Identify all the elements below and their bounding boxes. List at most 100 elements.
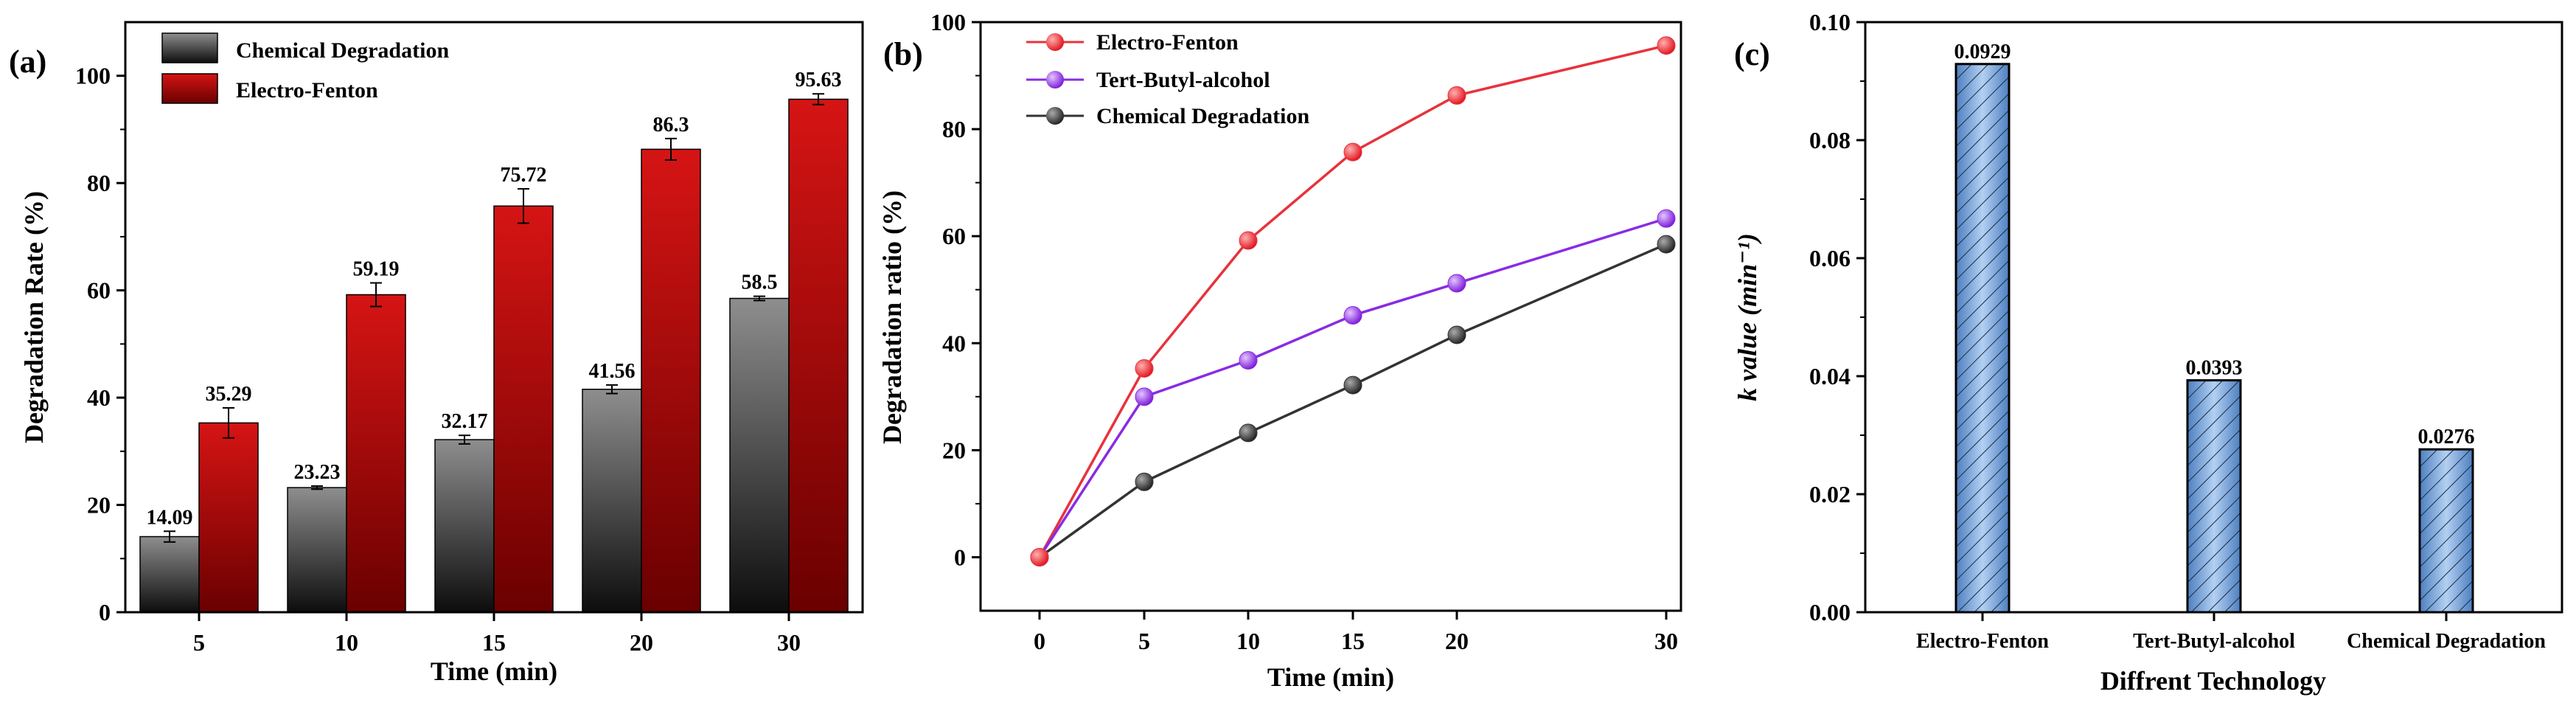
y-tick-label-20: 20: [87, 492, 111, 519]
legend-marker-chemical-degradation: [1046, 107, 1064, 125]
bar-electro-fenton-10: [346, 294, 406, 613]
point-electro-fenton-10: [1239, 231, 1258, 250]
bar-electro-fenton-15: [493, 205, 554, 613]
y-tick-label-c-0.04: 0.04: [1809, 363, 1851, 389]
point-chemical-degradation-30: [1657, 235, 1676, 254]
panel-a-x-axis-title: Time (min): [431, 656, 557, 686]
y-tick-label-b-0: 0: [954, 544, 966, 570]
series-line-chemical-degradation: [1038, 243, 1667, 558]
panel-a-frame: [124, 21, 864, 614]
x-tick-label-b-10: 10: [1236, 628, 1260, 654]
panel-a-label: (a): [9, 44, 46, 80]
legend-marker-electro-fenton: [1046, 33, 1064, 51]
y-tick-label-b-40: 40: [942, 330, 966, 356]
x-tick-label-b-5: 5: [1138, 628, 1150, 654]
panel-a-y-axis-title: Degradation Rate (%): [19, 191, 49, 443]
data-label-electro-fenton-15: 75.72: [501, 164, 547, 187]
panel-b-y-axis-title: Degradation ratio (%): [877, 190, 907, 444]
panel-a-chart: (a) 14.09 35.29 23.23 59.19 32.17 75.72 41.56 8…: [9, 21, 864, 686]
x-tick-label-c-tert-butyl-alcohol: Tert-Butyl-alcohol: [2133, 630, 2295, 653]
data-label-k-electro-fenton: 0.0929: [1954, 41, 2011, 63]
series-line-electro-fenton: [1038, 44, 1667, 558]
data-label-electro-fenton-5: 35.29: [206, 383, 252, 406]
bar-chemical-degradation-30: [729, 297, 790, 613]
bar-hatch-chemical-degradation: [2418, 448, 2474, 614]
y-tick-label-b-60: 60: [942, 223, 966, 249]
legend-label-electro-fenton-b: Electro-Fenton: [1096, 30, 1239, 55]
x-tick-label-b-0: 0: [1034, 628, 1045, 654]
y-tick-label-60: 60: [87, 277, 111, 304]
series-line-tert-butyl-alcohol: [1038, 217, 1667, 558]
bar-electro-fenton-5: [198, 422, 259, 613]
y-tick-label-c-0.08: 0.08: [1809, 127, 1851, 153]
y-tick-label-100: 100: [75, 63, 111, 89]
point-electro-fenton-20: [1447, 86, 1466, 105]
legend-label-chemical-degradation-b: Chemical Degradation: [1096, 104, 1309, 128]
data-label-electro-fenton-30: 95.63: [796, 69, 842, 91]
x-tick-label-c-chemical-degradation: Chemical Degradation: [2347, 630, 2546, 653]
legend-swatch-electro-fenton: [161, 73, 218, 104]
panel-c-frame: [1864, 21, 2563, 614]
data-label-chemical-degradation-20: 41.56: [589, 360, 636, 383]
panel-b-label: (b): [883, 36, 923, 72]
legend-marker-tert-butyl-alcohol: [1046, 71, 1064, 89]
x-tick-label-20: 20: [630, 629, 653, 656]
point-chemical-degradation-20: [1447, 325, 1466, 344]
x-tick-label-5: 5: [193, 629, 205, 656]
panel-c-x-axis-title: Diffrent Technology: [2100, 666, 2326, 696]
legend-label-tert-butyl-alcohol: Tert-Butyl-alcohol: [1096, 68, 1270, 92]
point-tert-butyl-alcohol-30: [1657, 209, 1676, 228]
panel-c-chart: (c) 0.0929 0.0393 0.0276 Electro-Fenton Ter…: [1733, 9, 2563, 696]
point-tert-butyl-alcohol-15: [1343, 306, 1362, 325]
panel-c-label: (c): [1734, 36, 1770, 72]
data-label-k-chemical-degradation: 0.0276: [2418, 426, 2475, 448]
legend-label-chemical-degradation: Chemical Degradation: [236, 38, 449, 63]
x-tick-label-10: 10: [335, 629, 358, 656]
y-tick-label-c-0.02: 0.02: [1809, 481, 1851, 507]
bar-chemical-degradation-10: [287, 487, 347, 613]
point-chemical-degradation-10: [1239, 423, 1258, 443]
data-label-chemical-degradation-5: 14.09: [147, 506, 193, 529]
x-tick-label-15: 15: [482, 629, 506, 656]
y-tick-label-80: 80: [87, 170, 111, 196]
x-tick-label-30: 30: [777, 629, 801, 656]
point-electro-fenton-15: [1343, 142, 1362, 162]
point-tert-butyl-alcohol-20: [1447, 274, 1466, 293]
panel-a-legend: Chemical Degradation Electro-Fenton: [161, 32, 449, 104]
panel-b-x-axis-title: Time (min): [1267, 662, 1394, 692]
point-chemical-degradation-15: [1343, 375, 1362, 395]
bar-electro-fenton-20: [641, 148, 701, 613]
bar-chemical-degradation-15: [434, 439, 495, 613]
data-label-chemical-degradation-10: 23.23: [294, 461, 341, 484]
point-electro-fenton-0: [1030, 547, 1049, 566]
x-tick-label-b-20: 20: [1445, 628, 1469, 654]
legend-label-electro-fenton: Electro-Fenton: [236, 78, 378, 103]
data-label-chemical-degradation-15: 32.17: [442, 410, 488, 433]
panel-c-y-axis-title: k value (min⁻¹): [1733, 233, 1762, 401]
y-tick-label-b-100: 100: [930, 9, 966, 35]
legend-swatch-chemical-degradation: [161, 32, 218, 63]
y-tick-label-b-80: 80: [942, 116, 966, 142]
bar-chemical-degradation-5: [139, 536, 200, 613]
data-label-k-tert-butyl-alcohol: 0.0393: [2186, 357, 2243, 380]
y-tick-label-b-20: 20: [942, 437, 966, 463]
bar-electro-fenton-30: [788, 98, 849, 613]
data-label-electro-fenton-10: 59.19: [353, 258, 400, 281]
point-tert-butyl-alcohol-5: [1135, 387, 1154, 406]
panel-b-chart: (b) 0 5 10 15 20 30 0 20 40 60 80 100 Degradation r…: [877, 9, 1682, 692]
y-tick-label-c-0.06: 0.06: [1809, 245, 1851, 271]
bar-hatch-electro-fenton: [1954, 63, 2011, 614]
x-tick-label-b-15: 15: [1341, 628, 1365, 654]
data-label-electro-fenton-20: 86.3: [653, 114, 689, 136]
point-tert-butyl-alcohol-10: [1239, 350, 1258, 370]
y-tick-label-40: 40: [87, 384, 111, 411]
y-tick-label-c-0.00: 0.00: [1809, 599, 1851, 625]
panel-b-legend: Electro-Fenton Tert-Butyl-alcohol Chemic…: [1026, 30, 1309, 128]
point-chemical-degradation-5: [1135, 472, 1154, 491]
panel-b-frame: [979, 21, 1682, 612]
data-label-chemical-degradation-30: 58.5: [742, 271, 778, 294]
y-tick-label-c-0.10: 0.10: [1809, 9, 1851, 35]
point-electro-fenton-30: [1657, 36, 1676, 55]
x-tick-label-b-30: 30: [1654, 628, 1678, 654]
